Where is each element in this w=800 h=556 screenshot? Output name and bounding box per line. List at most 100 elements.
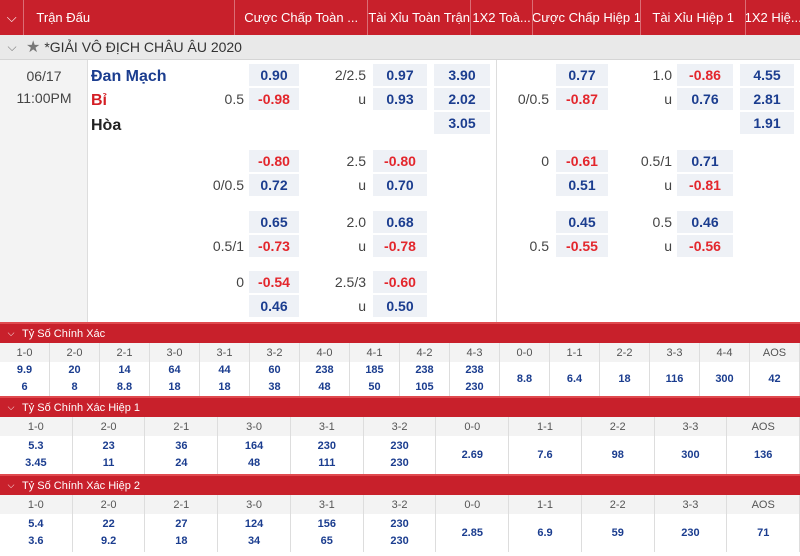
score-odds-cell[interactable]: 59 [582, 514, 655, 552]
score-odds-cell[interactable]: 6.9 [509, 514, 582, 552]
score-odds[interactable]: 5.4 [28, 518, 44, 530]
odds-cell[interactable]: 3.90 [434, 64, 490, 86]
score-odds-cell[interactable]: 230 230 [364, 436, 437, 474]
score-odds[interactable]: 300 [715, 372, 734, 385]
score-odds[interactable]: 8.8 [516, 372, 533, 385]
odds-cell[interactable]: -0.80 [373, 150, 427, 172]
score-odds[interactable]: 64 [168, 364, 181, 376]
score-odds[interactable]: 23 [102, 440, 115, 452]
score-odds[interactable]: 238 [465, 364, 484, 376]
score-odds[interactable]: 98 [611, 448, 624, 461]
odds-cell[interactable]: 0.71 [677, 150, 733, 172]
score-odds-cell[interactable]: 238 105 [400, 362, 450, 396]
score-odds[interactable]: 230 [390, 518, 409, 530]
odds-cell[interactable]: 0.45 [556, 211, 608, 233]
odds-cell[interactable]: 0.51 [556, 174, 608, 196]
score-odds[interactable]: 18 [618, 372, 631, 385]
score-odds[interactable]: 6.4 [566, 372, 583, 385]
score-odds[interactable]: 2.69 [461, 448, 483, 461]
score-odds-cell[interactable]: 2.69 [436, 436, 510, 474]
score-odds[interactable]: 48 [247, 457, 261, 469]
score-odds[interactable]: 3.6 [28, 535, 44, 547]
odds-cell[interactable]: -0.60 [373, 271, 427, 293]
score-odds[interactable]: 124 [244, 518, 264, 530]
score-odds[interactable]: 7.6 [537, 448, 553, 461]
score-odds-cell[interactable]: 36 24 [145, 436, 219, 474]
score-odds[interactable]: 22 [102, 518, 115, 530]
score-odds[interactable]: 9.2 [100, 535, 117, 547]
away-team[interactable]: Bỉ [91, 92, 107, 109]
score-odds-cell[interactable]: 6.4 [550, 362, 600, 396]
odds-cell[interactable]: 3.05 [434, 112, 490, 134]
score-odds-cell[interactable]: 44 18 [200, 362, 250, 396]
score-odds-cell[interactable]: 124 34 [218, 514, 291, 552]
chevron-down-icon[interactable]: ⌵ [7, 402, 15, 412]
odds-cell[interactable]: -0.55 [556, 235, 608, 257]
score-odds[interactable]: 8 [71, 381, 78, 393]
score-odds[interactable]: 8.8 [116, 381, 133, 393]
score-odds[interactable]: 3.45 [25, 457, 47, 469]
score-odds-cell[interactable]: 60 38 [250, 362, 300, 396]
score-odds[interactable]: 9.9 [16, 364, 33, 376]
odds-cell[interactable]: -0.56 [677, 235, 733, 257]
chevron-down-icon[interactable]: ⌵ [7, 328, 15, 338]
star-icon[interactable]: ★ [26, 39, 41, 56]
score-odds[interactable]: 50 [368, 381, 381, 393]
odds-cell[interactable]: -0.54 [249, 271, 299, 293]
odds-cell[interactable]: -0.73 [249, 235, 299, 257]
score-odds[interactable]: 156 [317, 518, 336, 530]
odds-cell[interactable]: -0.80 [249, 150, 299, 172]
score-odds-cell[interactable]: 18 [600, 362, 650, 396]
score-odds[interactable]: 48 [318, 381, 331, 393]
score-odds[interactable]: 24 [175, 457, 188, 469]
score-odds[interactable]: 18 [168, 381, 181, 393]
score-odds-cell[interactable]: 42 [750, 362, 800, 396]
league-row[interactable]: ⌵ ★ *GIẢI VÔ ĐỊCH CHÂU ÂU 2020 [0, 35, 800, 60]
score-odds[interactable]: 44 [218, 364, 231, 376]
score-odds[interactable]: 230 [390, 440, 409, 452]
score-odds-cell[interactable]: 7.6 [509, 436, 582, 474]
score-odds[interactable]: 2.85 [461, 526, 483, 539]
score-odds-cell[interactable]: 9.9 6 [0, 362, 50, 396]
score-odds[interactable]: 136 [754, 448, 773, 461]
col-h1-handicap[interactable]: Cược Chấp Hiệp 1 [531, 0, 640, 35]
score-odds[interactable]: 14 [118, 364, 131, 376]
odds-cell[interactable]: 2.81 [740, 88, 794, 110]
score-odds[interactable]: 6 [21, 381, 28, 393]
odds-cell[interactable]: 2.02 [434, 88, 490, 110]
score-odds-cell[interactable]: 23 11 [73, 436, 146, 474]
odds-cell[interactable]: -0.98 [249, 88, 299, 110]
col-ft-1x2[interactable]: 1X2 Toà... [470, 0, 531, 35]
odds-cell[interactable]: -0.78 [373, 235, 427, 257]
odds-cell[interactable]: 0.46 [249, 295, 299, 317]
score-odds-cell[interactable]: 136 [727, 436, 800, 474]
score-odds[interactable]: 230 [390, 535, 409, 547]
score-odds[interactable]: 34 [247, 535, 261, 547]
odds-cell[interactable]: -0.86 [677, 64, 733, 86]
odds-cell[interactable]: 0.97 [373, 64, 427, 86]
score-odds[interactable]: 5.3 [28, 440, 44, 452]
score-odds-cell[interactable]: 230 230 [364, 514, 437, 552]
score-odds[interactable]: 185 [365, 364, 384, 376]
odds-cell[interactable]: 0.65 [249, 211, 299, 233]
score-odds[interactable]: 59 [611, 526, 624, 539]
score-odds[interactable]: 230 [390, 457, 409, 469]
odds-cell[interactable]: 0.68 [373, 211, 427, 233]
score-odds[interactable]: 238 [415, 364, 434, 376]
score-odds-cell[interactable]: 164 48 [218, 436, 291, 474]
score-odds[interactable]: 238 [315, 364, 334, 376]
score-odds[interactable]: 18 [218, 381, 231, 393]
odds-cell[interactable]: 4.55 [740, 64, 794, 86]
score-odds-cell[interactable]: 230 111 [291, 436, 364, 474]
score-odds-cell[interactable]: 185 50 [350, 362, 400, 396]
score-odds[interactable]: 60 [268, 364, 281, 376]
score-odds-cell[interactable]: 14 8.8 [100, 362, 150, 396]
score-odds[interactable]: 36 [175, 440, 188, 452]
odds-cell[interactable]: -0.81 [677, 174, 733, 196]
score-odds[interactable]: 230 [681, 526, 700, 539]
score-odds[interactable]: 105 [415, 381, 434, 393]
odds-cell[interactable]: 1.91 [740, 112, 794, 134]
odds-cell[interactable]: 0.70 [373, 174, 427, 196]
score-odds[interactable]: 6.9 [537, 526, 553, 539]
chevron-down-icon[interactable]: ⌵ [7, 480, 15, 490]
